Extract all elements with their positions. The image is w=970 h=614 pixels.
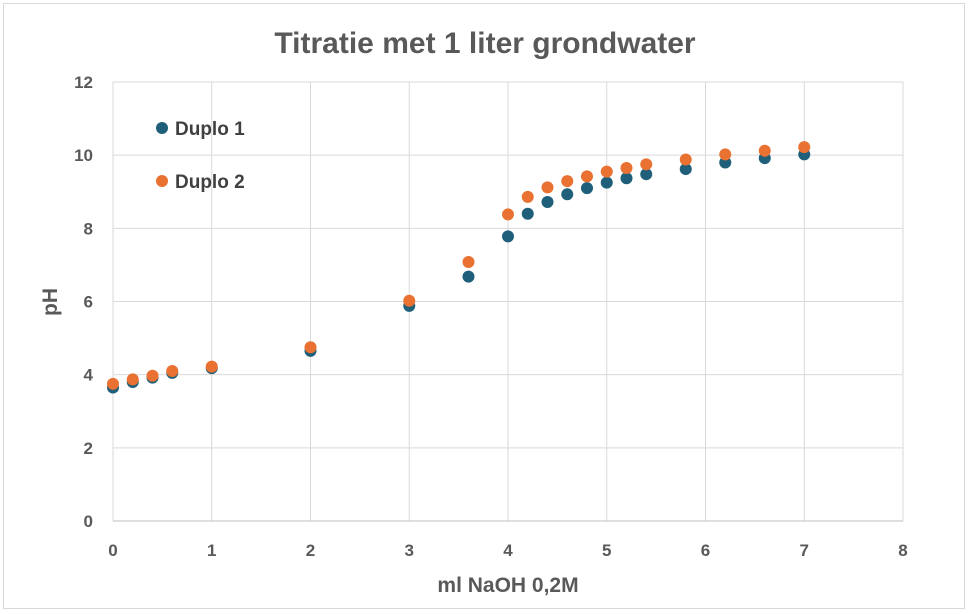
- legend-label-duplo-1: Duplo 1: [175, 119, 245, 140]
- data-point: [679, 163, 692, 176]
- data-point: [581, 170, 593, 183]
- gridlines: [113, 81, 904, 521]
- legend-label-duplo-2: Duplo 2: [175, 172, 245, 193]
- y-tick-label: 0: [84, 512, 93, 531]
- data-point: [462, 255, 475, 268]
- x-tick-label: 1: [207, 541, 216, 560]
- data-point: [502, 208, 514, 221]
- x-tick-label: 6: [701, 541, 710, 560]
- x-tick-label: 7: [800, 541, 809, 560]
- data-point: [502, 230, 514, 243]
- y-tick-label: 4: [84, 366, 94, 385]
- y-tick-label: 6: [84, 293, 93, 312]
- chart-title: Titratie met 1 liter grondwater: [274, 27, 696, 60]
- data-point: [640, 168, 653, 181]
- data-point: [541, 181, 554, 194]
- y-tick-label: 10: [74, 146, 93, 165]
- data-point: [521, 190, 534, 203]
- data-point: [719, 148, 732, 161]
- data-point: [521, 207, 534, 220]
- data-point: [620, 172, 633, 185]
- y-tick-label: 8: [84, 219, 93, 238]
- data-point: [304, 341, 317, 354]
- data-points: [107, 141, 811, 394]
- data-point: [758, 144, 771, 157]
- data-point: [541, 195, 554, 208]
- data-point: [679, 153, 692, 166]
- axes: [112, 82, 903, 522]
- data-point: [205, 360, 218, 373]
- legend-marker-duplo-2: [156, 175, 168, 187]
- legend: Duplo 1 Duplo 2: [156, 119, 245, 193]
- data-point: [600, 176, 613, 189]
- series-duplo-2: [107, 141, 811, 390]
- x-tick-label: 8: [898, 541, 907, 560]
- data-point: [107, 377, 119, 390]
- data-point: [146, 369, 159, 382]
- data-point: [403, 294, 416, 307]
- y-tick-label: 12: [74, 73, 93, 92]
- legend-marker-duplo-1: [156, 122, 168, 134]
- x-tick-label: 0: [108, 541, 117, 560]
- x-tick-label: 3: [405, 541, 414, 560]
- data-point: [620, 161, 633, 174]
- data-point: [126, 373, 139, 386]
- data-point: [798, 141, 811, 154]
- data-point: [581, 182, 593, 195]
- data-point: [600, 165, 613, 178]
- x-tick-label: 2: [306, 541, 315, 560]
- data-point: [166, 365, 179, 378]
- y-tick-label: 2: [84, 439, 93, 458]
- x-tick-label: 5: [602, 541, 611, 560]
- x-tick-label: 4: [503, 541, 513, 560]
- y-axis-title: pH: [39, 288, 62, 316]
- data-point: [462, 270, 475, 283]
- data-point: [561, 175, 574, 188]
- x-axis-title: ml NaOH 0,2M: [437, 574, 578, 597]
- data-point: [561, 188, 574, 201]
- data-point: [640, 158, 653, 171]
